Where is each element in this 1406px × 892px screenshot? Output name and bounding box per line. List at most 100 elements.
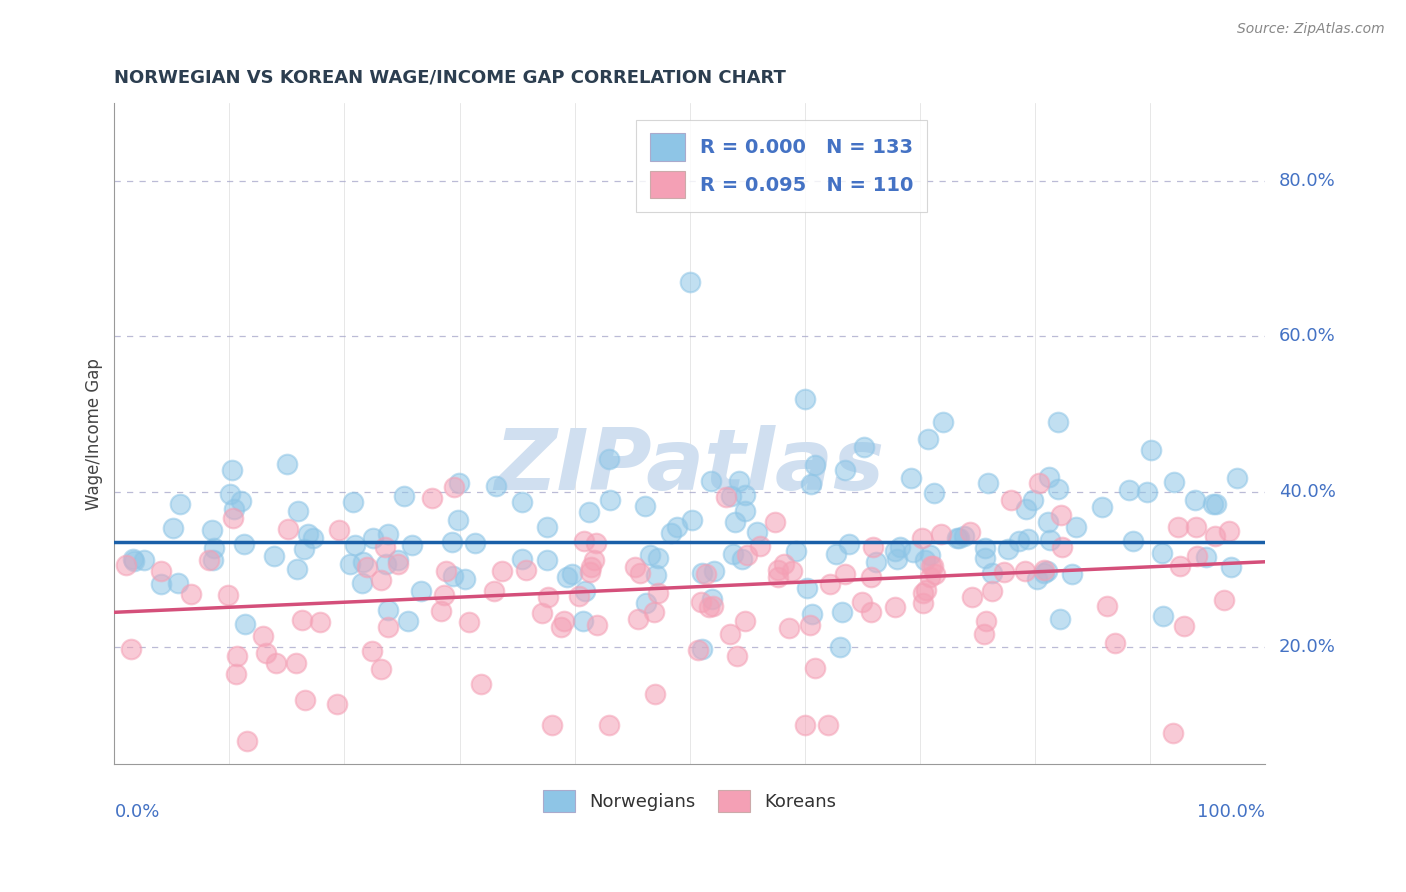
Point (217, 588, 239, 602)
Point (225, 666, 247, 681)
Point (725, 649, 748, 664)
Point (948, 531, 970, 545)
Point (598, 451, 620, 466)
Point (681, 513, 703, 527)
Point (901, 545, 924, 559)
Point (392, 490, 415, 504)
Point (780, 565, 803, 579)
Point (276, 457, 298, 471)
Point (636, 596, 658, 610)
Point (219, 486, 242, 500)
Point (778, 621, 800, 635)
Point (690, 642, 713, 657)
Point (1152, 546, 1174, 560)
Point (1032, 563, 1054, 577)
Point (862, 540, 884, 554)
Point (748, 539, 770, 553)
Point (1038, 515, 1060, 529)
Point (724, 515, 747, 529)
Point (973, 627, 995, 641)
Point (1185, 549, 1208, 563)
Point (221, 463, 243, 477)
Point (572, 614, 595, 628)
Point (236, 733, 259, 747)
Point (409, 583, 432, 598)
Y-axis label: Wage/Income Gap: Wage/Income Gap (86, 358, 103, 509)
Point (1039, 533, 1062, 548)
Point (531, 606, 554, 620)
Point (1036, 565, 1059, 579)
Point (578, 565, 600, 579)
Text: 60.0%: 60.0% (1278, 327, 1336, 345)
Point (122, 552, 145, 566)
Point (1025, 572, 1047, 586)
Point (1038, 470, 1060, 484)
Point (838, 537, 860, 551)
Point (1184, 493, 1206, 508)
Point (485, 478, 508, 492)
Point (555, 570, 578, 584)
Point (285, 656, 308, 670)
Point (817, 718, 839, 732)
Point (361, 643, 384, 657)
Point (263, 549, 285, 563)
Point (702, 564, 724, 578)
Point (180, 587, 202, 601)
Point (852, 440, 875, 454)
Point (918, 548, 941, 562)
Point (443, 480, 465, 494)
Point (285, 562, 308, 576)
Point (801, 607, 824, 621)
Point (387, 557, 409, 571)
Point (974, 541, 997, 555)
Point (666, 520, 689, 534)
Point (377, 619, 399, 633)
Point (993, 565, 1015, 579)
Point (420, 491, 443, 505)
Point (297, 527, 319, 541)
Point (686, 643, 709, 657)
Text: 100.0%: 100.0% (1197, 804, 1265, 822)
Point (859, 570, 882, 584)
Text: ZIPatlas: ZIPatlas (495, 425, 884, 508)
Point (799, 618, 821, 632)
Point (441, 569, 464, 583)
Point (912, 596, 935, 610)
Point (924, 567, 946, 582)
Point (628, 566, 651, 580)
Text: NORWEGIAN VS KOREAN WAGE/INCOME GAP CORRELATION CHART: NORWEGIAN VS KOREAN WAGE/INCOME GAP CORR… (114, 69, 786, 87)
Point (1091, 500, 1114, 515)
Point (690, 566, 713, 580)
Point (150, 577, 173, 591)
Point (922, 486, 945, 500)
Point (929, 527, 952, 541)
Point (115, 558, 138, 572)
Point (377, 527, 399, 541)
Point (962, 590, 984, 604)
Point (981, 566, 1004, 581)
Point (911, 531, 934, 545)
Point (1015, 501, 1038, 516)
Point (387, 553, 409, 567)
Point (1163, 475, 1185, 489)
Point (294, 693, 316, 707)
Point (1136, 485, 1159, 500)
Point (374, 540, 396, 554)
Point (561, 567, 583, 582)
Point (169, 497, 191, 511)
Point (734, 614, 756, 628)
Point (254, 646, 277, 660)
Point (491, 564, 513, 578)
Point (1017, 532, 1039, 546)
Point (1104, 636, 1126, 650)
Point (1122, 534, 1144, 549)
Point (352, 575, 374, 590)
Point (1161, 725, 1184, 739)
Point (737, 548, 759, 562)
Point (695, 567, 717, 582)
Point (1062, 567, 1084, 582)
Point (865, 555, 887, 569)
Point (232, 536, 254, 550)
Point (851, 595, 873, 609)
Point (734, 504, 756, 518)
